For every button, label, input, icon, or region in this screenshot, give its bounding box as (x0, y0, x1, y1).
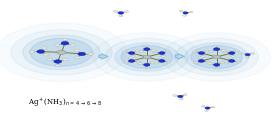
Circle shape (70, 45, 75, 47)
Circle shape (183, 94, 187, 96)
Ellipse shape (121, 46, 172, 69)
Circle shape (236, 62, 241, 63)
Circle shape (198, 52, 205, 55)
Circle shape (241, 53, 244, 55)
Circle shape (183, 16, 186, 17)
Circle shape (129, 60, 135, 63)
Circle shape (129, 52, 135, 55)
Circle shape (131, 56, 135, 58)
Circle shape (178, 95, 183, 98)
Circle shape (37, 50, 45, 54)
Circle shape (153, 52, 157, 53)
FancyArrow shape (99, 54, 108, 60)
Circle shape (139, 51, 143, 53)
Circle shape (136, 62, 141, 63)
Circle shape (198, 60, 205, 63)
Circle shape (235, 51, 239, 53)
Circle shape (246, 57, 249, 59)
Circle shape (161, 56, 165, 58)
Circle shape (221, 50, 225, 52)
Circle shape (198, 57, 202, 59)
Circle shape (138, 63, 142, 65)
Ellipse shape (175, 39, 258, 76)
Circle shape (179, 11, 183, 13)
Circle shape (135, 51, 139, 53)
Circle shape (165, 51, 170, 53)
Circle shape (213, 64, 220, 67)
Circle shape (42, 47, 47, 50)
Circle shape (154, 62, 158, 64)
Circle shape (128, 57, 132, 59)
Circle shape (159, 52, 165, 55)
Circle shape (143, 56, 150, 59)
Circle shape (57, 51, 66, 55)
Circle shape (224, 62, 228, 64)
Circle shape (143, 46, 148, 48)
Circle shape (193, 52, 197, 53)
Circle shape (189, 12, 193, 14)
Circle shape (150, 62, 154, 64)
Circle shape (205, 107, 210, 109)
Circle shape (213, 46, 218, 48)
Ellipse shape (11, 30, 112, 75)
Circle shape (179, 98, 183, 100)
Circle shape (245, 54, 250, 56)
Circle shape (205, 110, 208, 111)
Circle shape (211, 106, 215, 108)
Circle shape (158, 57, 163, 59)
Circle shape (78, 53, 86, 56)
Circle shape (125, 12, 129, 13)
Circle shape (119, 16, 123, 18)
Circle shape (209, 51, 213, 53)
Ellipse shape (191, 46, 242, 69)
Circle shape (200, 56, 205, 58)
Circle shape (55, 45, 60, 47)
Circle shape (205, 51, 209, 53)
Circle shape (123, 52, 127, 53)
Circle shape (220, 62, 224, 64)
Circle shape (62, 39, 68, 41)
Circle shape (201, 106, 205, 107)
Circle shape (88, 53, 93, 56)
Circle shape (151, 50, 156, 52)
Circle shape (223, 52, 227, 53)
Circle shape (61, 42, 69, 46)
Circle shape (231, 56, 235, 58)
Circle shape (166, 62, 171, 63)
Circle shape (213, 56, 220, 59)
Circle shape (43, 54, 48, 56)
Circle shape (183, 13, 188, 15)
Circle shape (144, 48, 150, 51)
Circle shape (118, 13, 124, 15)
Text: Ag$^+$(NH$_3$)$_{n\,=\,4\,\rightarrow\,6\,\rightarrow\,8}$: Ag$^+$(NH$_3$)$_{n\,=\,4\,\rightarrow\,6… (28, 96, 102, 108)
FancyArrow shape (175, 54, 185, 60)
Circle shape (144, 64, 150, 67)
Circle shape (75, 57, 80, 59)
Circle shape (146, 67, 150, 69)
Circle shape (228, 60, 235, 63)
Circle shape (208, 63, 212, 65)
Circle shape (228, 52, 235, 55)
Circle shape (48, 59, 53, 61)
Ellipse shape (185, 43, 249, 72)
Circle shape (124, 62, 128, 64)
Circle shape (29, 51, 35, 54)
Ellipse shape (30, 39, 93, 67)
Ellipse shape (105, 39, 188, 76)
Circle shape (54, 60, 62, 64)
Circle shape (55, 65, 60, 67)
Circle shape (173, 95, 176, 96)
Circle shape (194, 62, 198, 64)
Circle shape (206, 62, 210, 63)
Circle shape (213, 48, 220, 51)
Circle shape (216, 67, 220, 69)
Circle shape (251, 53, 255, 55)
Circle shape (228, 57, 233, 59)
Circle shape (63, 59, 68, 61)
Ellipse shape (23, 36, 100, 70)
Circle shape (75, 50, 80, 52)
Ellipse shape (115, 43, 179, 72)
Circle shape (113, 12, 117, 13)
Circle shape (159, 60, 165, 63)
